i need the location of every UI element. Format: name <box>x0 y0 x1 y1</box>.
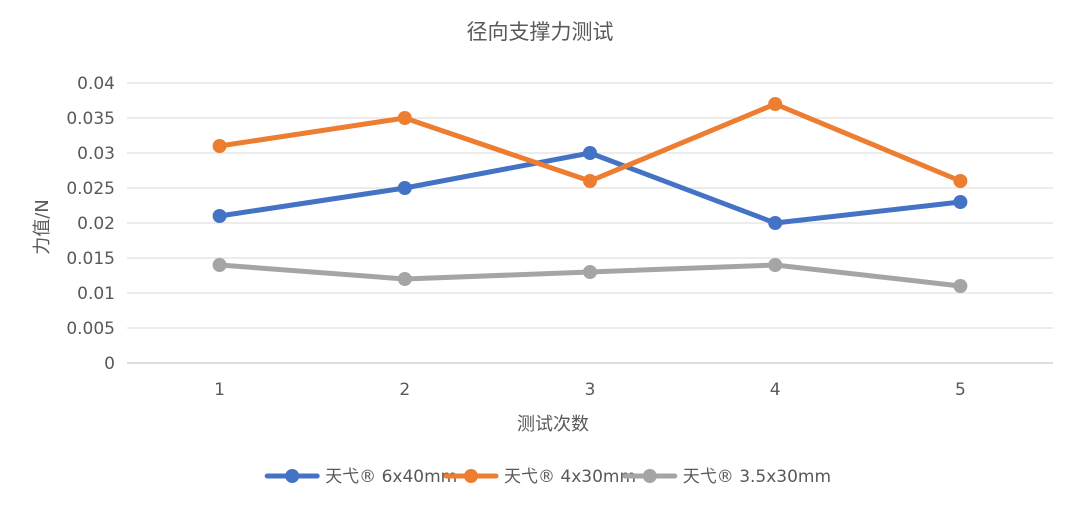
legend-item: 天弋® 4x30mm <box>443 467 636 487</box>
series-2 <box>212 258 968 293</box>
y-axis-title: 力值/N <box>32 199 53 255</box>
data-point <box>583 265 597 279</box>
data-point <box>212 139 227 153</box>
x-tick-label: 1 <box>214 380 225 400</box>
x-tick-label: 3 <box>585 380 596 400</box>
data-point <box>768 216 783 230</box>
y-axis-ticks: 0 0.005 0.01 0.015 0.02 0.025 0.03 0.035 0.04 <box>66 74 115 374</box>
data-point <box>768 97 783 111</box>
y-tick-label: 0.015 <box>66 249 115 269</box>
y-tick-label: 0.02 <box>77 214 115 234</box>
data-point <box>397 272 412 286</box>
legend: 天弋® 6x40mm 天弋® 4x30mm 天弋® 3.5x30mm <box>264 467 831 487</box>
x-axis-ticks: 1 2 3 4 5 <box>214 380 966 400</box>
data-point <box>583 174 597 188</box>
series-1 <box>212 97 968 188</box>
y-tick-label: 0.025 <box>66 179 115 199</box>
legend-swatch-marker <box>285 469 300 483</box>
legend-label: 天弋® 3.5x30mm <box>683 467 831 487</box>
series-0 <box>212 146 968 230</box>
legend-item: 天弋® 6x40mm <box>264 467 457 487</box>
data-point <box>212 258 227 272</box>
legend-label: 天弋® 6x40mm <box>325 467 457 487</box>
data-point <box>212 209 227 223</box>
y-tick-label: 0.005 <box>66 319 115 339</box>
y-tick-label: 0.03 <box>77 144 115 164</box>
chart-title: 径向支撑力测试 <box>467 20 614 44</box>
legend-label: 天弋® 4x30mm <box>504 467 636 487</box>
legend-item: 天弋® 3.5x30mm <box>622 467 831 487</box>
series-line-1 <box>217 101 963 184</box>
x-tick-label: 2 <box>399 380 410 400</box>
data-point <box>768 258 783 272</box>
x-axis-title: 测试次数 <box>517 414 589 435</box>
y-tick-label: 0.01 <box>77 284 115 304</box>
x-tick-label: 4 <box>770 380 781 400</box>
x-tick-label: 5 <box>955 380 966 400</box>
data-point <box>953 279 968 293</box>
series-group <box>212 97 968 293</box>
legend-swatch-marker <box>642 469 657 483</box>
y-tick-label: 0 <box>104 354 115 374</box>
data-point <box>397 111 412 125</box>
y-tick-label: 0.04 <box>77 74 115 94</box>
data-point <box>397 181 412 195</box>
y-tick-label: 0.035 <box>66 109 115 129</box>
data-point <box>583 146 597 160</box>
legend-swatch-marker <box>464 469 478 483</box>
grid-lines <box>127 82 1053 364</box>
data-point <box>953 174 968 188</box>
data-point <box>953 195 968 209</box>
